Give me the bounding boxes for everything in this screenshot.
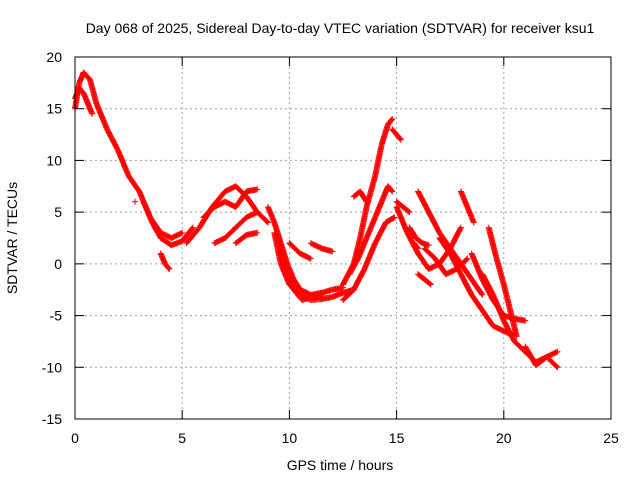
- series-arc-c: [140, 198, 196, 249]
- series-trace: [390, 127, 404, 142]
- series-trace: [201, 186, 260, 220]
- series-arc-o: [389, 126, 404, 143]
- series-trace: [287, 241, 313, 262]
- series-trace: [522, 344, 560, 370]
- series-arc-x: [457, 188, 477, 226]
- series-trace: [411, 241, 421, 251]
- series-arc-ad: [406, 224, 432, 249]
- series-trace: [415, 189, 485, 297]
- series-arc-p: [346, 183, 396, 278]
- chart-title: Day 068 of 2025, Sidereal Day-to-day VTE…: [86, 20, 595, 36]
- series-trace: [276, 241, 324, 303]
- series-arc-a: [72, 69, 186, 241]
- series-arc-af: [415, 271, 434, 288]
- y-tick-label: -10: [42, 359, 62, 375]
- x-tick-label: 25: [603, 430, 619, 446]
- axis-ticks: 0 5 10 15 20 25 -15 -10 -5 0 5 10 15 20: [42, 49, 619, 446]
- y-tick-label: -5: [50, 308, 63, 324]
- series-trace: [141, 199, 196, 248]
- y-axis-label: SDTVAR / TECUs: [4, 182, 20, 294]
- series-arc-l: [286, 240, 314, 262]
- series-trace: [394, 199, 412, 215]
- plot-frame: [74, 56, 612, 420]
- series-arc-u: [415, 188, 486, 298]
- series-arc-g: [211, 209, 261, 247]
- data-marks: [72, 69, 561, 371]
- series-trace: [158, 251, 172, 272]
- series-arc-s: [393, 198, 413, 216]
- series-arc-k: [275, 240, 325, 304]
- series-arc-q: [340, 214, 398, 304]
- series-trace: [486, 225, 520, 339]
- series-arc-h: [232, 229, 261, 247]
- series-trace: [233, 230, 260, 246]
- series-trace: [416, 271, 433, 287]
- series-arc-v: [421, 245, 471, 278]
- data-point: [132, 198, 139, 205]
- y-tick-label: -15: [42, 411, 62, 427]
- series-arc-r: [350, 188, 370, 205]
- y-tick-label: 5: [54, 204, 62, 220]
- y-tick-label: 10: [46, 152, 62, 168]
- series-trace: [351, 189, 369, 204]
- series-arc-n: [340, 116, 396, 288]
- x-tick-label: 20: [496, 430, 512, 446]
- series-arc-d: [157, 250, 173, 273]
- x-tick-label: 5: [178, 430, 186, 446]
- y-tick-label: 20: [46, 49, 62, 65]
- series-trace: [407, 225, 431, 248]
- series-trace: [308, 240, 335, 255]
- series-arc-f: [200, 186, 261, 221]
- series-trace: [458, 189, 477, 225]
- x-tick-label: 0: [71, 430, 79, 446]
- series-trace: [72, 70, 185, 241]
- series-trace: [340, 214, 397, 303]
- series-trace: [212, 209, 260, 246]
- series-arc-ac: [410, 240, 422, 252]
- grid: [75, 57, 611, 419]
- x-tick-label: 10: [282, 430, 298, 446]
- series-trace: [347, 184, 395, 277]
- x-tick-label: 15: [389, 430, 405, 446]
- series-arc-ab: [522, 343, 561, 371]
- series-trace: [437, 236, 517, 339]
- y-tick-label: 0: [54, 256, 62, 272]
- series-arc-ae: [132, 198, 139, 205]
- y-tick-label: 15: [46, 101, 62, 117]
- x-axis-label: GPS time / hours: [287, 457, 394, 473]
- series-arc-aa: [485, 224, 520, 340]
- series-arc-m: [307, 240, 336, 255]
